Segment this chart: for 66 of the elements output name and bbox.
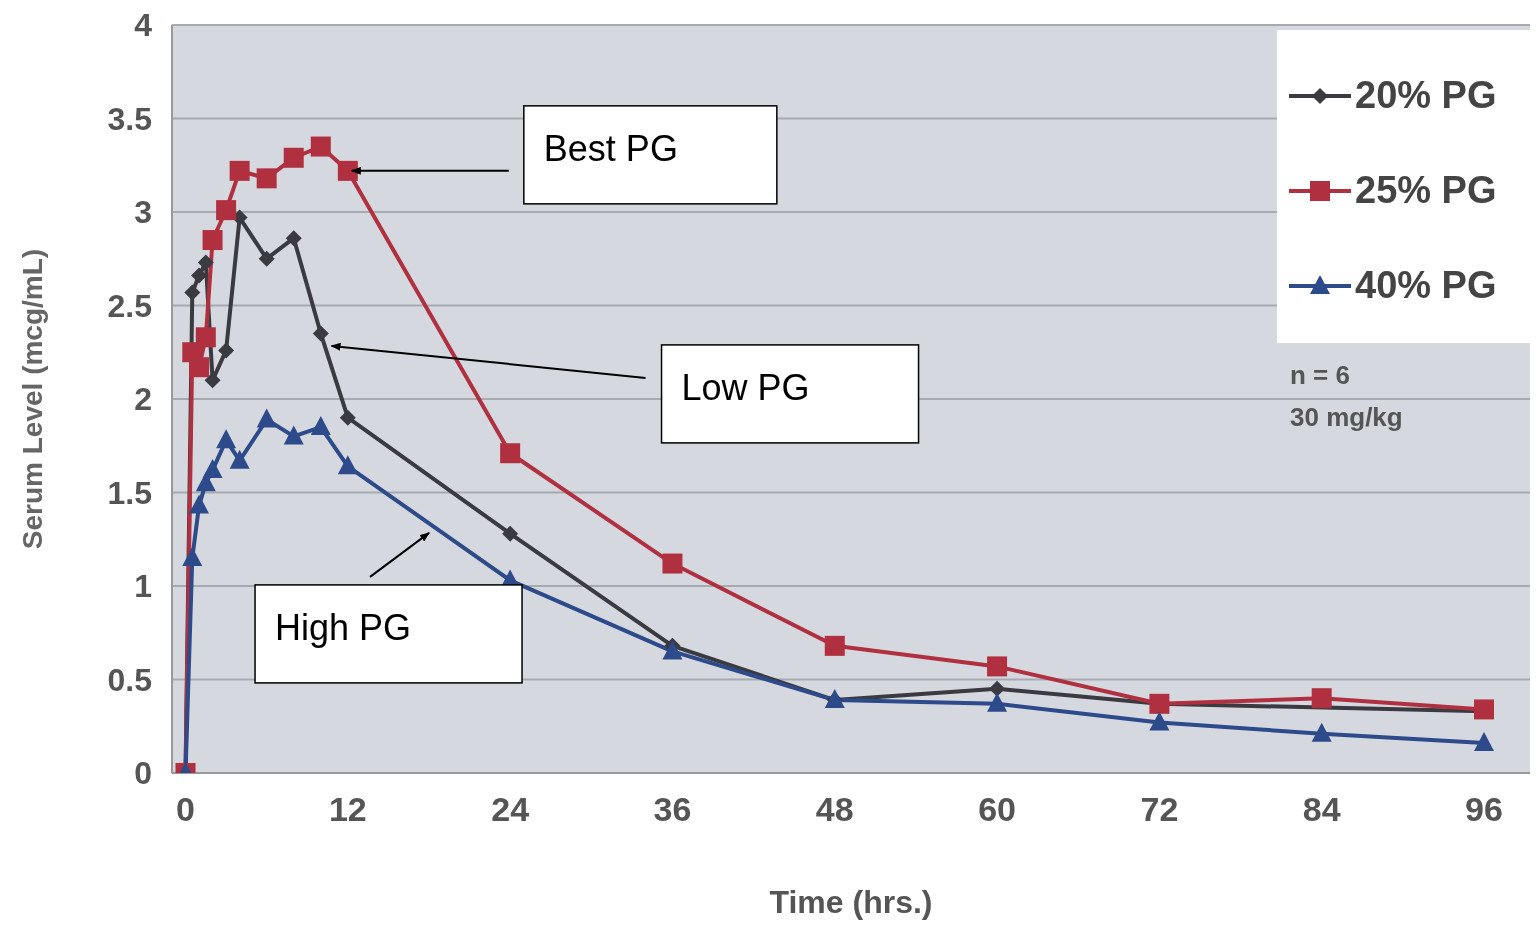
- y-tick-label: 1.5: [107, 474, 152, 511]
- legend-label: 20% PG: [1355, 74, 1497, 117]
- point: [202, 230, 223, 251]
- y-tick-label: 2.5: [107, 287, 152, 324]
- point: [204, 372, 221, 389]
- y-tick-label: 4: [134, 7, 153, 44]
- point: [195, 327, 216, 348]
- point: [502, 525, 519, 542]
- point: [310, 416, 331, 436]
- point: [189, 357, 210, 378]
- point: [202, 459, 223, 479]
- x-tick-label: 24: [491, 790, 530, 829]
- point: [337, 160, 358, 181]
- point: [339, 409, 356, 426]
- point: [184, 284, 201, 301]
- point: [987, 692, 1008, 712]
- legend-label: 40% PG: [1355, 264, 1497, 307]
- point: [312, 325, 329, 342]
- x-tick-label: 84: [1302, 790, 1341, 829]
- point: [258, 250, 275, 267]
- point: [283, 147, 304, 168]
- x-tick-label: 96: [1465, 790, 1503, 829]
- point: [189, 494, 210, 514]
- point: [987, 656, 1008, 677]
- point: [218, 342, 235, 359]
- point: [989, 680, 1006, 697]
- legend-label: 25% PG: [1355, 169, 1497, 212]
- x-tick-label: 48: [815, 790, 854, 829]
- point: [229, 449, 250, 469]
- y-tick-label: 1: [134, 568, 152, 605]
- point: [1474, 699, 1495, 720]
- y-tick-label: 0: [134, 755, 152, 792]
- annotation: High PG: [275, 606, 412, 648]
- point: [824, 635, 845, 656]
- point: [216, 200, 237, 221]
- x-tick-label: 60: [978, 790, 1016, 829]
- point: [337, 455, 358, 475]
- note-text: n = 6 30 mg/kg: [1290, 360, 1403, 432]
- point: [662, 640, 683, 660]
- y-tick-label: 2: [134, 381, 152, 418]
- x-tick-label: 0: [176, 790, 195, 829]
- point: [216, 429, 237, 449]
- point: [662, 553, 683, 574]
- annotation: Best PG: [543, 127, 678, 169]
- point: [256, 168, 277, 189]
- point: [182, 546, 203, 566]
- y-axis-title: Serum Level (mcg/mL): [16, 248, 48, 550]
- point: [1311, 722, 1332, 742]
- point: [256, 408, 277, 428]
- x-tick-label: 72: [1140, 790, 1179, 829]
- y-tick-label: 3: [134, 194, 152, 231]
- point: [229, 160, 250, 181]
- point: [197, 254, 214, 271]
- x-axis-title: Time (hrs.): [769, 884, 933, 920]
- annotation: Low PG: [681, 366, 810, 408]
- x-tick-label: 36: [653, 790, 692, 829]
- x-tick-label: 12: [328, 790, 367, 829]
- point: [1474, 732, 1495, 752]
- point: [310, 136, 331, 157]
- y-tick-label: 0.5: [107, 661, 152, 698]
- point: [500, 443, 521, 464]
- point: [1149, 711, 1170, 731]
- point: [1311, 688, 1332, 709]
- point: [283, 425, 304, 445]
- point: [285, 230, 302, 247]
- y-tick-label: 3.5: [107, 100, 152, 137]
